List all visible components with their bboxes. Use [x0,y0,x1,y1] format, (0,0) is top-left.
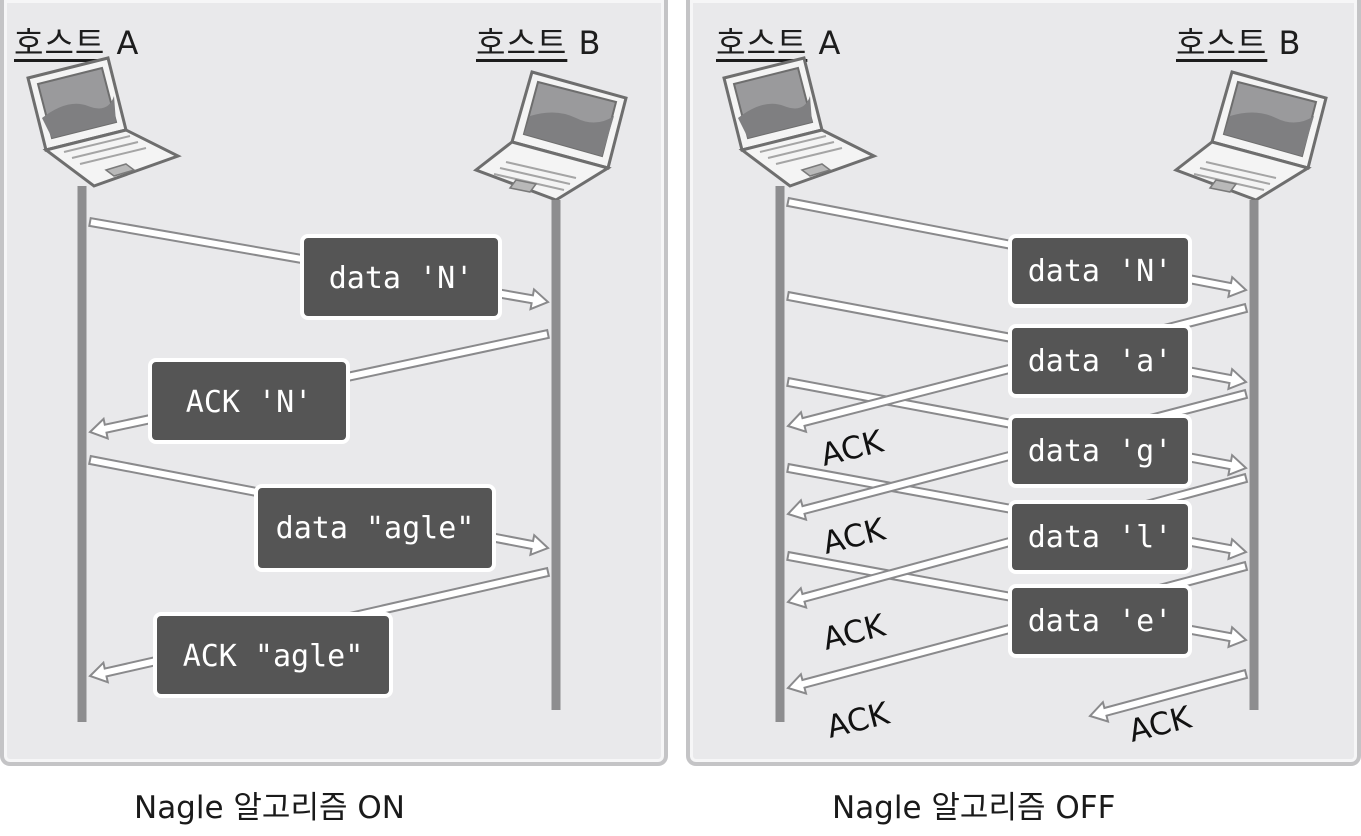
message-box-data-n: data 'N' [1008,234,1192,308]
message-box-data-l: data 'l' [1008,500,1192,574]
host-b-label-off: 호스트 B [1176,18,1301,64]
message-label: data 'l' [1028,520,1173,555]
ack-label: ACK [819,608,889,658]
ack-label: ACK [817,424,887,474]
message-box-data-agle: data "agle" [254,484,496,572]
message-label: data 'N' [1028,254,1173,289]
message-label: ACK "agle" [183,639,364,674]
message-box-data-a: data 'a' [1008,324,1192,398]
message-label: data 'e' [1028,604,1173,639]
laptop-icon [474,70,628,202]
host-b-label-on: 호스트 B [476,18,601,64]
laptop-icon [26,56,180,188]
message-box-ack-n: ACK 'N' [148,358,350,444]
laptop-icon [1174,70,1328,202]
message-box-ack-agle: ACK "agle" [153,612,393,698]
host-b-korean: 호스트 [476,24,568,62]
host-a-letter: A [116,24,140,62]
arrow-ack [1088,668,1249,723]
message-label: ACK 'N' [186,385,312,420]
host-b-letter: B [1278,24,1302,62]
message-label: data "agle" [276,511,475,546]
host-b-letter: B [578,24,602,62]
ack-label: ACK [823,696,893,746]
ack-label: ACK [819,512,889,562]
laptop-icon [722,56,876,188]
message-box-data-g: data 'g' [1008,414,1192,488]
caption-nagle-off: Nagle 알고리즘 OFF [832,790,1116,826]
message-box-data-e: data 'e' [1008,584,1192,658]
host-a-korean: 호스트 [14,24,106,62]
host-a-label-on: 호스트 A [14,18,139,64]
message-box-data-n: data 'N' [300,234,502,320]
message-label: data 'N' [329,261,474,296]
host-a-letter: A [818,24,842,62]
host-a-label-off: 호스트 A [716,18,841,64]
message-label: data 'g' [1028,434,1173,469]
caption-nagle-on: Nagle 알고리즘 ON [134,790,405,826]
host-b-korean: 호스트 [1176,24,1268,62]
message-label: data 'a' [1028,344,1173,379]
host-a-korean: 호스트 [716,24,808,62]
